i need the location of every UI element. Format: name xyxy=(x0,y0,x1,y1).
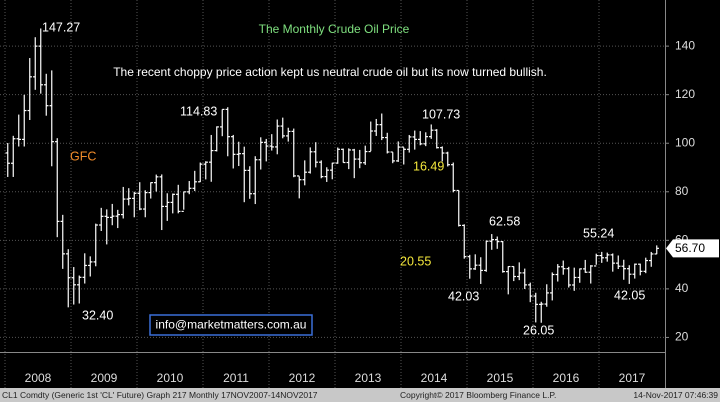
last-price-label: 56.70 xyxy=(675,241,705,255)
contact-text: info@marketmatters.com.au xyxy=(156,318,307,332)
x-tick-label: 2014 xyxy=(421,371,448,385)
annotation: 147.27 xyxy=(42,20,80,34)
chart-title: The Monthly Crude Oil Price xyxy=(259,22,410,36)
annotation: 32.40 xyxy=(82,308,113,322)
y-tick-label: 140 xyxy=(675,38,695,52)
annotation: 16.49 xyxy=(413,159,444,173)
annotation: 42.03 xyxy=(448,289,479,303)
y-tick-label: 20 xyxy=(675,330,689,344)
x-tick-label: 2017 xyxy=(619,371,646,385)
y-tick-label: 40 xyxy=(675,281,689,295)
annotation: GFC xyxy=(70,149,96,163)
annotation: 114.83 xyxy=(180,104,217,118)
footer-bar xyxy=(0,388,720,402)
x-tick-label: 2008 xyxy=(25,371,52,385)
x-tick-label: 2016 xyxy=(553,371,580,385)
last-price-tag xyxy=(666,239,719,258)
x-tick-label: 2009 xyxy=(91,371,118,385)
footer-left: CL1 Comdty (Generic 1st 'CL' Future) Gra… xyxy=(2,390,318,400)
x-tick-label: 2012 xyxy=(289,371,316,385)
annotation: 62.58 xyxy=(489,214,520,228)
annotation: 55.24 xyxy=(583,226,614,240)
chart-subtitle: The recent choppy price action kept us n… xyxy=(113,65,547,79)
y-tick-label: 120 xyxy=(675,87,695,101)
contact-box xyxy=(149,314,313,336)
y-tick-label: 100 xyxy=(675,135,695,149)
y-tick-label: 80 xyxy=(675,184,689,198)
footer-right: 14-Nov-2017 07:46:39 xyxy=(633,390,718,400)
x-tick-label: 2013 xyxy=(355,371,382,385)
footer-center: Copyright© 2017 Bloomberg Finance L.P. xyxy=(400,390,556,400)
annotation: 20.55 xyxy=(400,254,431,268)
x-tick-label: 2010 xyxy=(157,371,184,385)
x-tick-label: 2011 xyxy=(223,371,249,385)
x-tick-label: 2015 xyxy=(487,371,514,385)
annotation: 26.05 xyxy=(523,323,554,337)
plot-area: 2040608010012014020082009201020112012201… xyxy=(0,0,695,388)
annotation: 42.05 xyxy=(614,288,645,302)
annotation: 107.73 xyxy=(422,107,460,121)
